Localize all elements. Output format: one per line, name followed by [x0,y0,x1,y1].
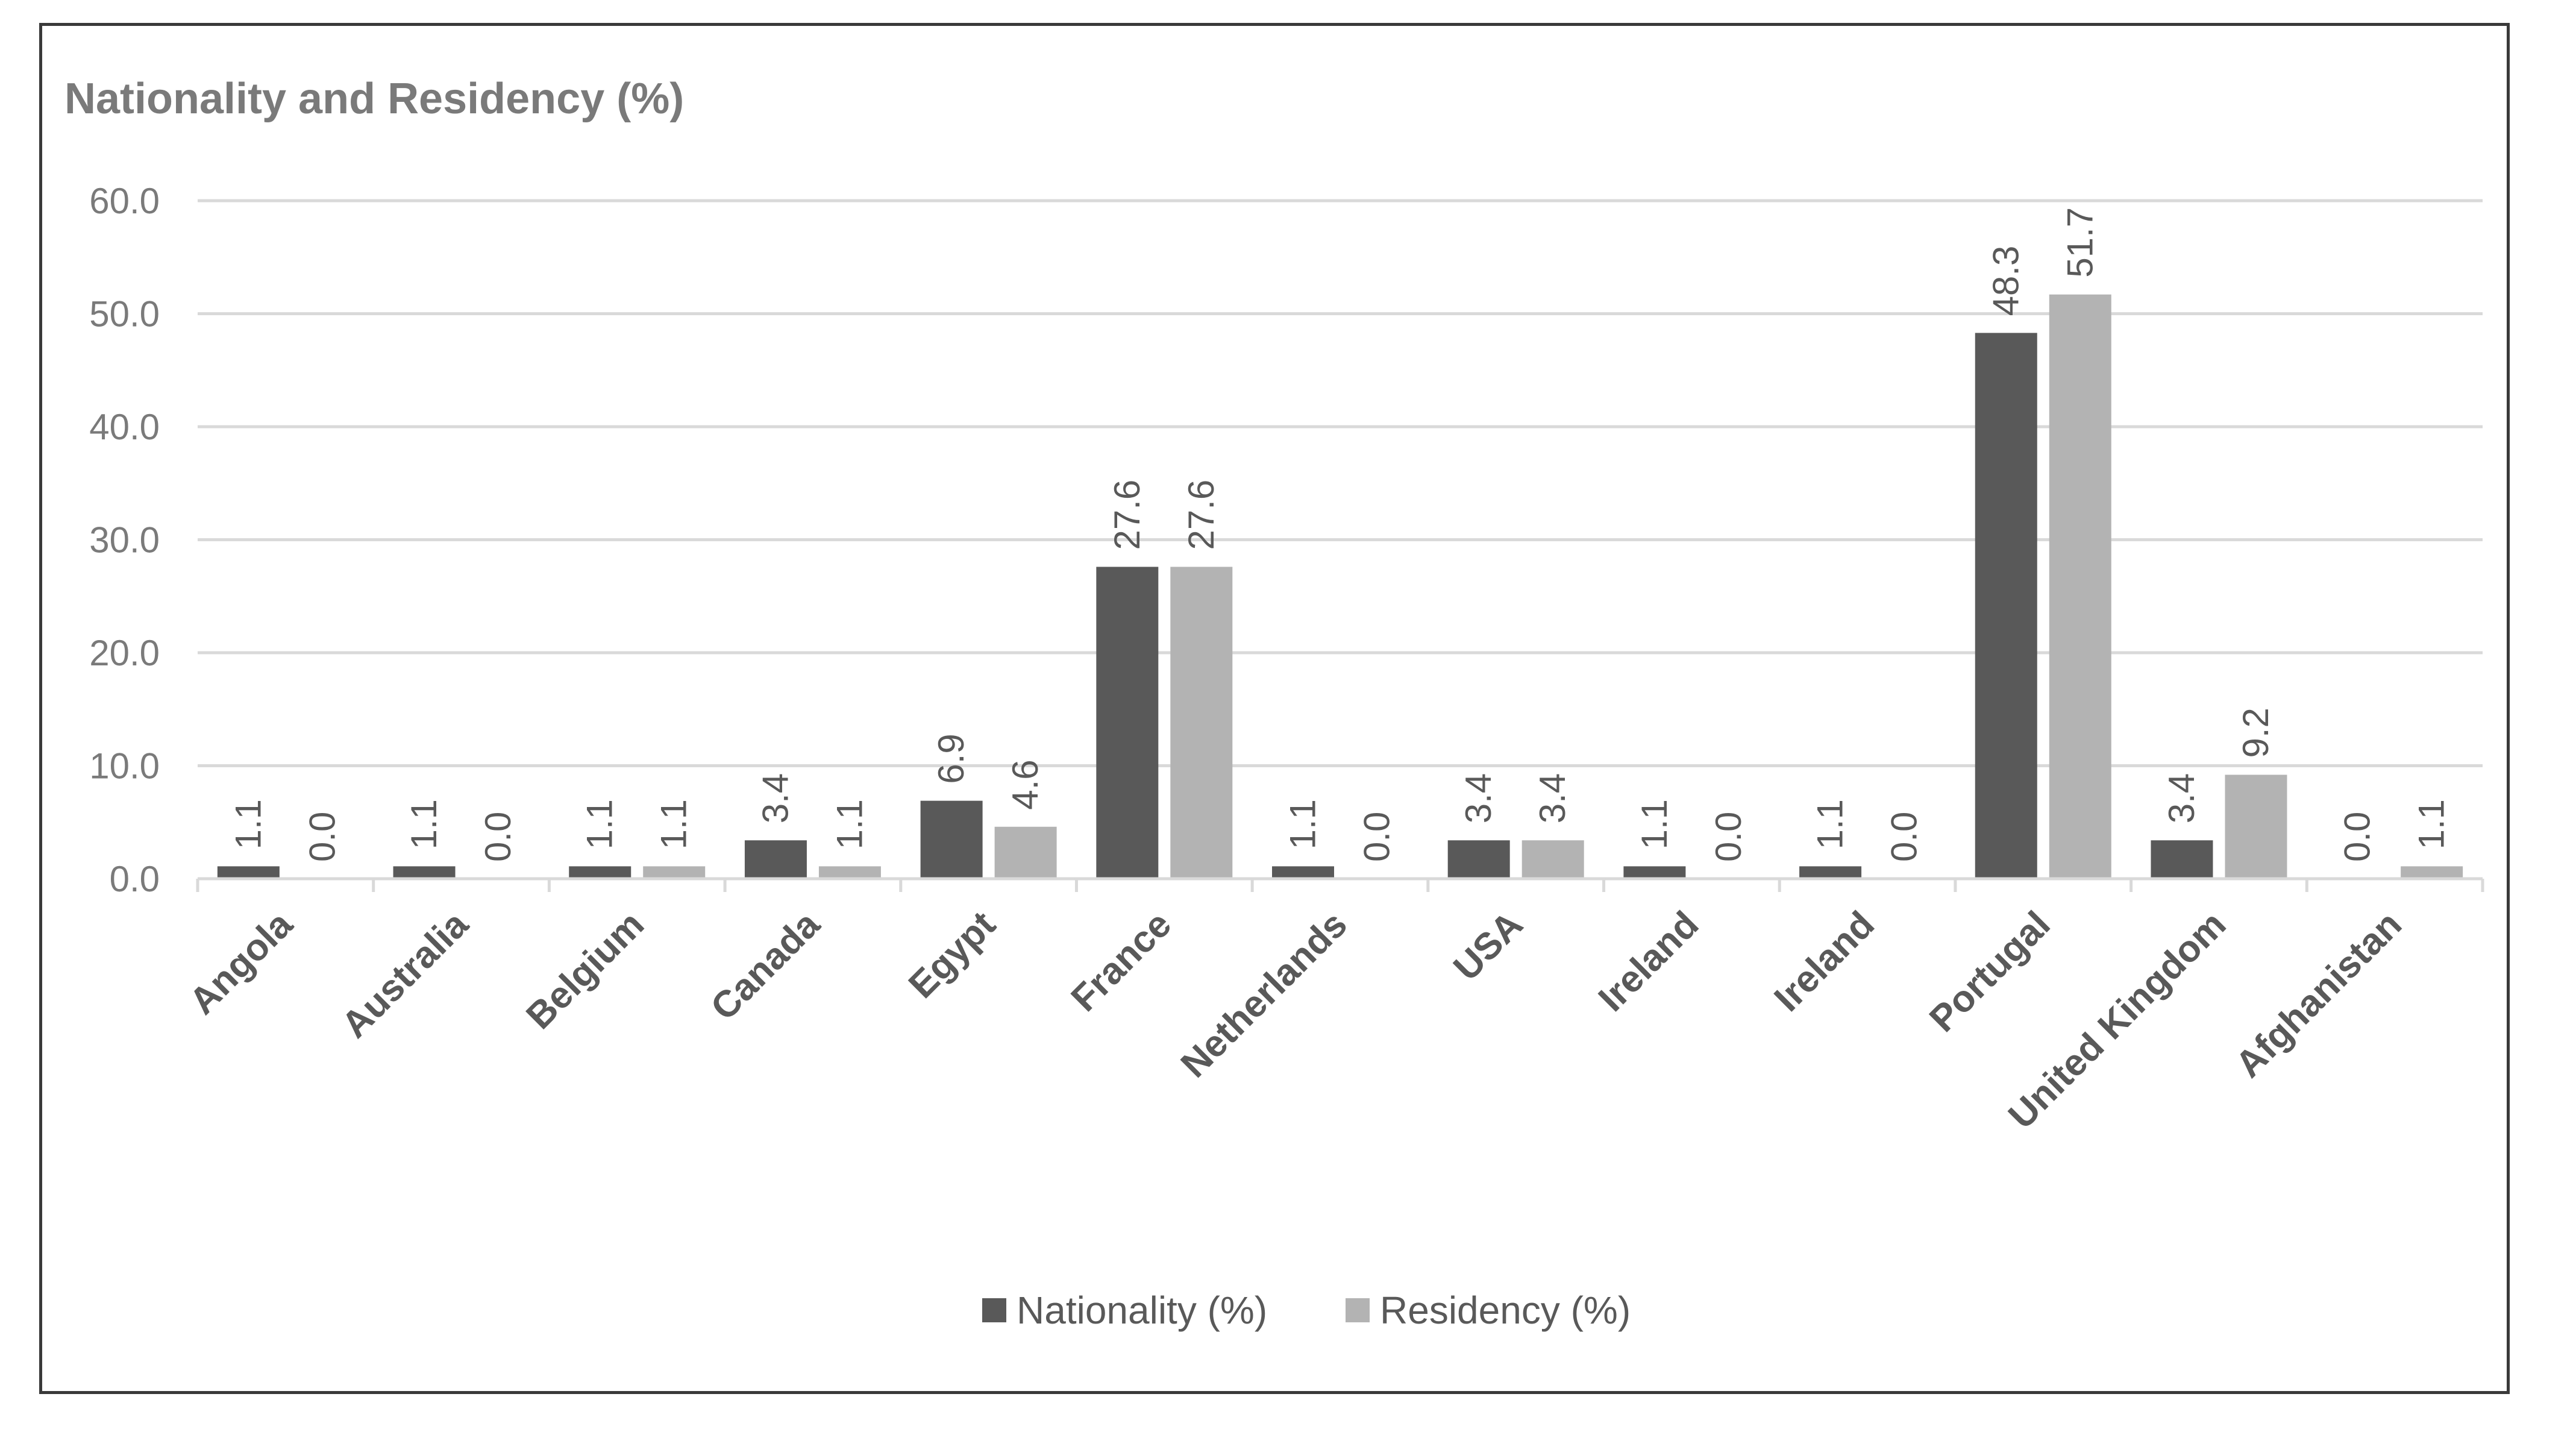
legend-swatch [1346,1298,1370,1322]
bar-nationality [1623,866,1686,879]
x-axis-ticks: Angola Australia Belgium Canada Egypt FranceN… [181,903,2410,1137]
chart-frame: Nationality and Residency (%) 0.0 10.0 20.… [39,23,2510,1394]
data-label: 9.2 [2236,708,2276,758]
data-label: 3.4 [755,773,795,823]
y-axis-ticks: 0.0 10.0 20.0 30.0 40.0 50.0 60.0 [89,181,160,899]
data-label: 3.4 [1532,773,1573,823]
bar-nationality [744,840,807,879]
data-label: 1.1 [1634,799,1675,849]
bar-residency [643,866,706,879]
legend-label: Nationality (%) [1017,1289,1267,1332]
bars [217,294,2463,879]
x-tick-label: Canada [703,903,829,1029]
data-label: 1.1 [404,799,444,849]
data-label: 3.4 [2161,773,2202,823]
legend-swatch [982,1298,1006,1322]
data-label: 0.0 [1884,812,1925,862]
data-label: 1.1 [228,799,268,849]
data-label: 3.4 [1458,773,1499,823]
data-label: 0.0 [1708,812,1749,862]
x-tick-label: Ireland [1766,903,1882,1020]
x-tick-label: Angola [181,903,301,1023]
bar-nationality [2151,840,2213,879]
x-tick-label: Australia [334,903,477,1046]
bar-nationality [920,800,983,879]
bar-nationality [1975,333,2037,879]
y-tick-label: 20.0 [89,633,160,673]
y-tick-label: 40.0 [89,407,160,447]
bar-nationality [1799,866,1862,879]
y-tick-label: 60.0 [89,181,160,221]
bar-residency [994,826,1057,879]
y-tick-label: 0.0 [110,859,160,899]
y-tick-label: 30.0 [89,520,160,561]
bar-nationality [393,866,456,879]
x-tick-label: France [1064,903,1180,1020]
data-label: 1.1 [654,799,694,849]
bar-residency [1170,567,1233,879]
y-tick-label: 50.0 [89,294,160,334]
data-label: 4.6 [1005,759,1045,809]
legend: Nationality (%) Residency (%) [982,1289,1631,1332]
x-tick-label: Afghanistan [2228,903,2410,1085]
x-tick-label: Ireland [1591,903,1707,1020]
data-label: 1.1 [1283,799,1323,849]
data-label: 27.6 [1181,480,1221,550]
data-label: 27.6 [1107,480,1147,550]
x-tick-label: Portugal [1922,903,2058,1040]
data-labels: 1.1 1.1 1.1 3.4 6.9 27.6 1.1 3.4 1.1 1.1 48.3 3.4 0.… [228,207,2451,862]
bar-nationality [569,866,631,879]
x-tick-label: Netherlands [1173,903,1355,1085]
data-label: 1.1 [829,799,870,849]
bar-chart: Nationality and Residency (%) 0.0 10.0 20.… [64,75,2484,1332]
bar-nationality [1272,866,1334,879]
legend-label: Residency (%) [1380,1289,1631,1332]
x-tick-label: USA [1446,903,1531,988]
bar-residency [1521,840,1584,879]
bar-residency [2049,294,2111,879]
bar-nationality [1096,567,1159,879]
data-label: 0.0 [302,812,342,862]
data-label: 1.1 [1810,799,1851,849]
bar-residency [2225,774,2287,879]
data-label: 1.1 [580,799,620,849]
gridlines [198,199,2483,767]
x-tick-label: Egypt [901,903,1004,1007]
data-label: 0.0 [1357,812,1397,862]
bar-nationality [217,866,280,879]
data-label: 0.0 [478,812,518,862]
data-label: 6.9 [931,733,971,784]
chart-title: Nationality and Residency (%) [64,75,684,123]
bar-nationality [1447,840,1510,879]
data-label: 48.3 [1985,246,2026,316]
bar-residency [818,866,881,879]
data-label: 1.1 [2411,799,2452,849]
x-tick-label: Belgium [518,903,652,1037]
bar-residency [2401,866,2463,879]
data-label: 0.0 [2337,812,2378,862]
y-tick-label: 10.0 [89,746,160,787]
data-label: 51.7 [2060,207,2100,278]
x-axis [196,877,2484,892]
